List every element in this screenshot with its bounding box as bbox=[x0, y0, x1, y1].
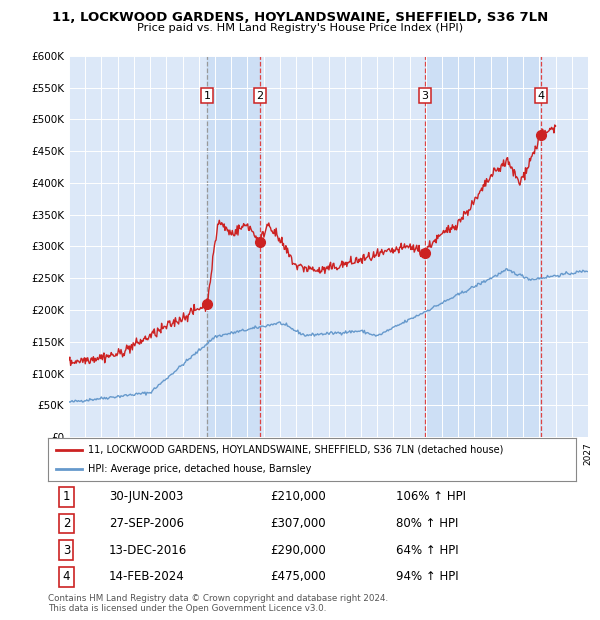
Text: 80% ↑ HPI: 80% ↑ HPI bbox=[397, 517, 459, 530]
Text: 2: 2 bbox=[63, 517, 70, 530]
Text: £210,000: £210,000 bbox=[270, 490, 326, 503]
Text: £475,000: £475,000 bbox=[270, 570, 326, 583]
Text: 14-FEB-2024: 14-FEB-2024 bbox=[109, 570, 184, 583]
Text: £290,000: £290,000 bbox=[270, 544, 326, 557]
Text: Contains HM Land Registry data © Crown copyright and database right 2024.
This d: Contains HM Land Registry data © Crown c… bbox=[48, 594, 388, 613]
Bar bbox=[541, 56, 588, 437]
Text: 106% ↑ HPI: 106% ↑ HPI bbox=[397, 490, 466, 503]
Text: HPI: Average price, detached house, Barnsley: HPI: Average price, detached house, Barn… bbox=[88, 464, 311, 474]
Text: 4: 4 bbox=[63, 570, 70, 583]
Text: 13-DEC-2016: 13-DEC-2016 bbox=[109, 544, 187, 557]
Text: Price paid vs. HM Land Registry's House Price Index (HPI): Price paid vs. HM Land Registry's House … bbox=[137, 23, 463, 33]
Text: 4: 4 bbox=[538, 91, 545, 101]
Text: 94% ↑ HPI: 94% ↑ HPI bbox=[397, 570, 459, 583]
Text: 30-JUN-2003: 30-JUN-2003 bbox=[109, 490, 183, 503]
Text: £307,000: £307,000 bbox=[270, 517, 325, 530]
Text: 1: 1 bbox=[63, 490, 70, 503]
Text: 1: 1 bbox=[203, 91, 211, 101]
Bar bbox=[207, 56, 260, 437]
Text: 11, LOCKWOOD GARDENS, HOYLANDSWAINE, SHEFFIELD, S36 7LN (detached house): 11, LOCKWOOD GARDENS, HOYLANDSWAINE, SHE… bbox=[88, 445, 503, 454]
Text: 64% ↑ HPI: 64% ↑ HPI bbox=[397, 544, 459, 557]
Text: 11, LOCKWOOD GARDENS, HOYLANDSWAINE, SHEFFIELD, S36 7LN: 11, LOCKWOOD GARDENS, HOYLANDSWAINE, SHE… bbox=[52, 11, 548, 24]
Text: 3: 3 bbox=[63, 544, 70, 557]
Bar bbox=[425, 56, 541, 437]
Text: 3: 3 bbox=[422, 91, 428, 101]
Text: 2: 2 bbox=[256, 91, 263, 101]
Text: 27-SEP-2006: 27-SEP-2006 bbox=[109, 517, 184, 530]
